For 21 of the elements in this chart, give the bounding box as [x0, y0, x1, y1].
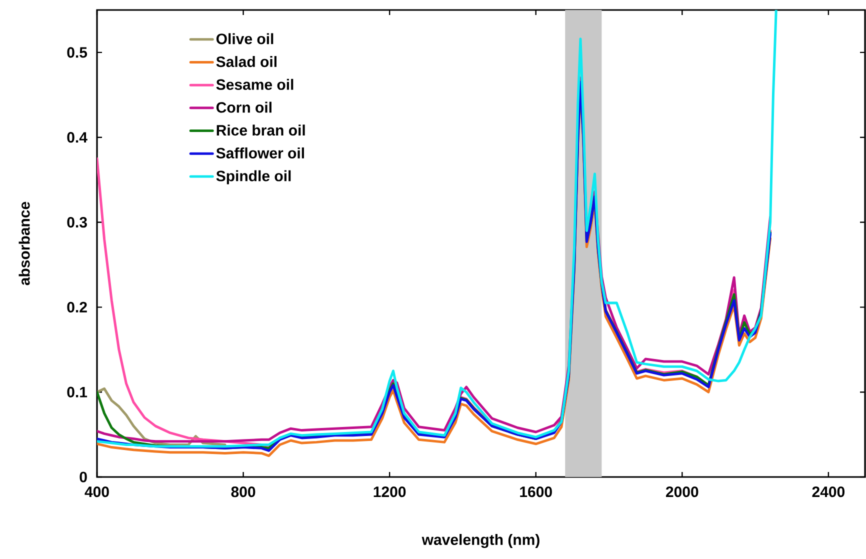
y-tick-label: 0 — [80, 472, 87, 482]
y-tick-label: 0.4 — [67, 132, 88, 143]
legend-label: Salad oil — [216, 56, 276, 68]
legend-label: Sesame oil — [216, 78, 294, 90]
x-tick-label: 2000 — [666, 486, 698, 498]
x-tick-label: 800 — [231, 486, 256, 498]
y-axis-title: absorbance — [18, 202, 30, 286]
x-tick-label: 1600 — [520, 486, 552, 498]
y-tick-label: 0.5 — [67, 47, 88, 58]
x-tick-label: 400 — [84, 486, 109, 498]
y-tick-label: 0.2 — [67, 302, 87, 312]
legend-label: Rice bran oil — [216, 124, 305, 136]
y-tick-label: 0.1 — [67, 386, 88, 398]
legend-label: Spindle oil — [216, 170, 291, 184]
legend-label: Corn oil — [216, 102, 272, 113]
x-tick-label: 1200 — [374, 486, 406, 498]
x-axis-title: wavelength (nm) — [422, 534, 540, 548]
legend-label: Olive oil — [216, 33, 274, 44]
x-tick-label: 2400 — [812, 486, 845, 498]
y-tick-label: 0.3 — [67, 216, 87, 228]
legend-label: Safflower oil — [216, 147, 304, 158]
